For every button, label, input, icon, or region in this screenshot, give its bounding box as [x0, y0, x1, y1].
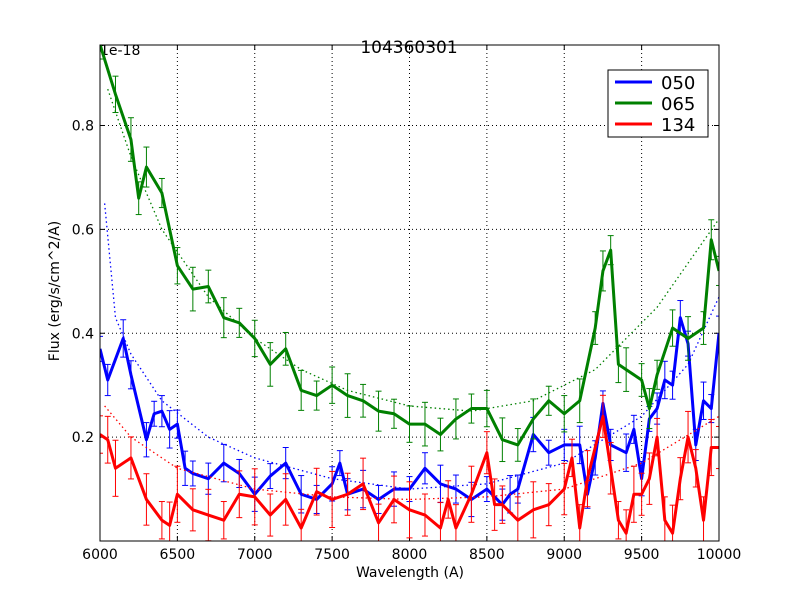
- x-tick-label: 9000: [546, 547, 582, 563]
- series-065-errorbar: [100, 45, 103, 60]
- x-tick-label: 7500: [314, 547, 350, 563]
- plot-area: [100, 45, 719, 541]
- y-axis-label: Flux (erg/s/cm^2/A): [47, 221, 63, 361]
- series-134-errorbar: [716, 425, 719, 470]
- y-tick-label: 0.8: [72, 119, 94, 135]
- legend-label-065: 065: [661, 94, 695, 115]
- x-tick-label: 6500: [160, 547, 196, 563]
- legend-label-050: 050: [661, 73, 695, 94]
- x-tick-label: 8000: [392, 547, 428, 563]
- x-tick-label: 10000: [697, 547, 742, 563]
- y-offset-label: 1e-18: [100, 43, 140, 59]
- legend-label-134: 134: [661, 115, 695, 136]
- series-134-line: [100, 414, 719, 535]
- series-134-errorbar: [100, 415, 103, 454]
- axes-frame: [99, 44, 720, 542]
- series-065-errorbar: [716, 255, 719, 286]
- series-050-fit: [103, 203, 719, 490]
- y-tick-label: 0.2: [72, 430, 94, 446]
- axis-ticks: 6000 6500 7000 7500 8000 8500 9000 9500 10000 0.2…: [72, 45, 742, 563]
- x-tick-label: 6000: [82, 547, 118, 563]
- series-134-fit: [104, 405, 719, 501]
- x-tick-label: 8500: [469, 547, 505, 563]
- x-axis-label: Wavelength (A): [356, 565, 464, 581]
- y-tick-label: 0.4: [72, 326, 94, 342]
- x-tick-label: 9500: [624, 547, 660, 563]
- y-tick-label: 0.6: [72, 222, 94, 238]
- series-065-line: [100, 45, 719, 447]
- x-tick-label: 7000: [237, 547, 273, 563]
